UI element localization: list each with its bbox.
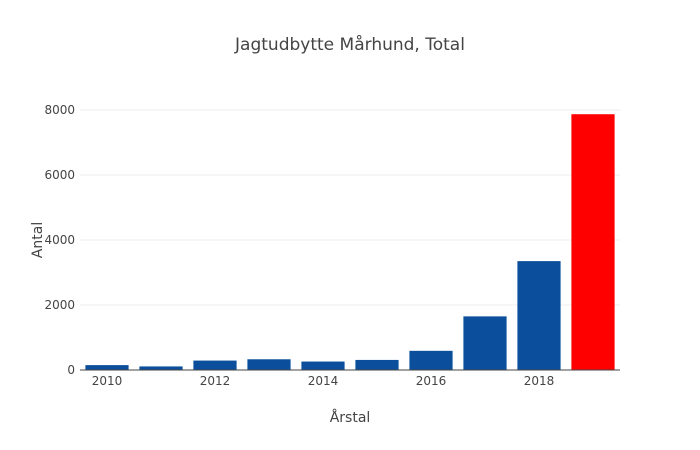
y-tick-label: 6000 <box>44 168 75 182</box>
x-tick-label: 2012 <box>200 374 231 388</box>
bar-2011 <box>139 366 183 370</box>
y-tick-label: 8000 <box>44 103 75 117</box>
bar-2017 <box>463 316 507 370</box>
y-tick-label: 2000 <box>44 298 75 312</box>
bar-2012 <box>193 360 237 370</box>
x-axis-title: Årstal <box>330 409 371 426</box>
x-tick-labels: 2010 2012 2014 2016 2018 <box>92 374 555 388</box>
bar-2014 <box>301 361 345 370</box>
x-tick-label: 2010 <box>92 374 123 388</box>
y-tick-label: 0 <box>67 363 75 377</box>
chart-title: Jagtudbytte Mårhund, Total <box>234 34 465 55</box>
x-tick-label: 2016 <box>416 374 447 388</box>
y-tick-label: 4000 <box>44 233 75 247</box>
bars <box>85 114 615 370</box>
y-axis-title: Antal <box>30 222 46 258</box>
bar-2010 <box>85 365 129 370</box>
x-tick-label: 2018 <box>524 374 555 388</box>
bar-2019 <box>571 114 615 370</box>
bar-2018 <box>517 261 561 370</box>
y-tick-labels: 0 2000 4000 6000 8000 <box>44 103 75 377</box>
x-tick-label: 2014 <box>308 374 339 388</box>
bar-2013 <box>247 359 291 370</box>
bar-2016 <box>409 350 453 370</box>
bar-2015 <box>355 359 399 370</box>
